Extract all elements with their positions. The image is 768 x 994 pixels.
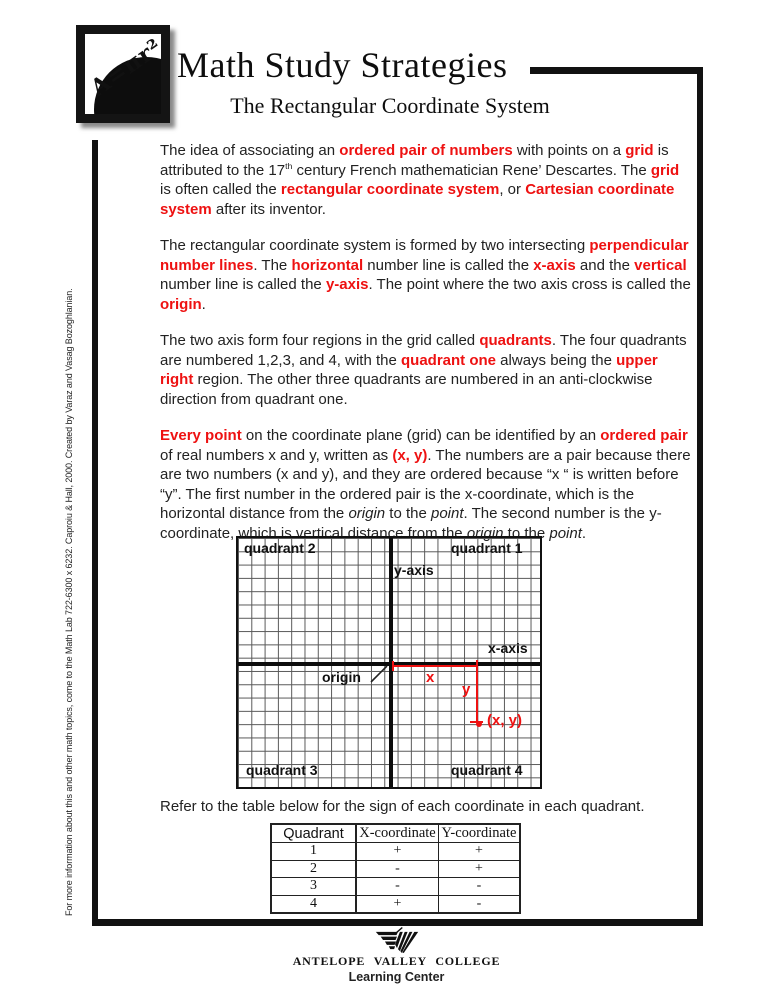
table-row: 3-- [270, 877, 521, 896]
origin-arrow [370, 665, 388, 683]
table-cell: - [355, 877, 439, 896]
college-name: ANTELOPE VALLEY COLLEGE [292, 954, 501, 968]
quadrant-2-label: quadrant 2 [244, 540, 316, 556]
quadrant-1-label: quadrant 1 [451, 540, 523, 556]
paragraph: The idea of associating an ordered pair … [160, 142, 680, 218]
table-cell: + [355, 894, 439, 914]
table-cell: 2 [270, 859, 357, 878]
paragraph: The rectangular coordinate system is for… [160, 237, 691, 313]
footer: ANTELOPE VALLEY COLLEGE Learning Center [90, 927, 703, 984]
page-border-left [92, 140, 98, 926]
table-row: 1 + + [270, 842, 521, 861]
table-row: 4 + - [270, 894, 521, 914]
table-cell: - [438, 877, 521, 896]
diagram-annotations [370, 660, 483, 727]
paragraph: The two axis form four regions in the gr… [160, 332, 687, 408]
antelope-valley-college-logo-icon [375, 927, 418, 953]
x-distance-label: x [426, 669, 435, 686]
sign-table-body: 1 + +2- +3- -4 + - [270, 842, 521, 914]
title-rule [530, 67, 703, 74]
y-axis-label: y-axis [394, 562, 434, 578]
coordinate-grid-diagram: quadrant 2 quadrant 1 y-axis x-axis orig… [236, 536, 542, 789]
table-cell: + [438, 842, 521, 861]
page-title: Math Study Strategies [177, 45, 508, 85]
table-cell: 4 [270, 894, 357, 914]
column-header-y-coordinate: Y-coordinate [438, 823, 521, 843]
point-coordinates-label: (x, y) [487, 712, 523, 729]
body-paragraphs: The idea of associating an ordered pair … [160, 141, 693, 560]
column-header-quadrant: Quadrant [270, 823, 357, 843]
table-cell: + [355, 842, 439, 861]
column-header-x-coordinate: X-coordinate [355, 823, 439, 843]
sidebar-note: For more information about this and othe… [64, 288, 74, 916]
math-lab-logo: A=πr² [76, 25, 170, 123]
table-cell: 1 [270, 842, 357, 861]
quadrant-3-label: quadrant 3 [246, 762, 318, 778]
table-cell: + [438, 859, 521, 878]
paragraph: Every point on the coordinate plane (gri… [160, 427, 691, 542]
x-axis-line [238, 662, 540, 666]
table-cell: - [355, 859, 439, 878]
point-dot [476, 721, 482, 727]
table-intro: Refer to the table below for the sign of… [160, 798, 645, 815]
table-cell: - [438, 894, 521, 914]
table-row: 2- + [270, 859, 521, 878]
quadrant-sign-table: Quadrant X-coordinate Y-coordinate 1 + +2-… [270, 823, 521, 914]
quadrant-4-label: quadrant 4 [451, 762, 523, 778]
page-subtitle: The Rectangular Coordinate System [230, 93, 550, 118]
x-axis-label: x-axis [488, 640, 528, 656]
learning-center-name: Learning Center [348, 970, 445, 984]
origin-label: origin [322, 669, 361, 685]
table-header-row: Quadrant X-coordinate Y-coordinate [270, 823, 521, 843]
y-distance-label: y [462, 681, 471, 698]
table-cell: 3 [270, 877, 357, 896]
page-border-bottom [92, 919, 703, 926]
page-border-right [697, 68, 703, 926]
